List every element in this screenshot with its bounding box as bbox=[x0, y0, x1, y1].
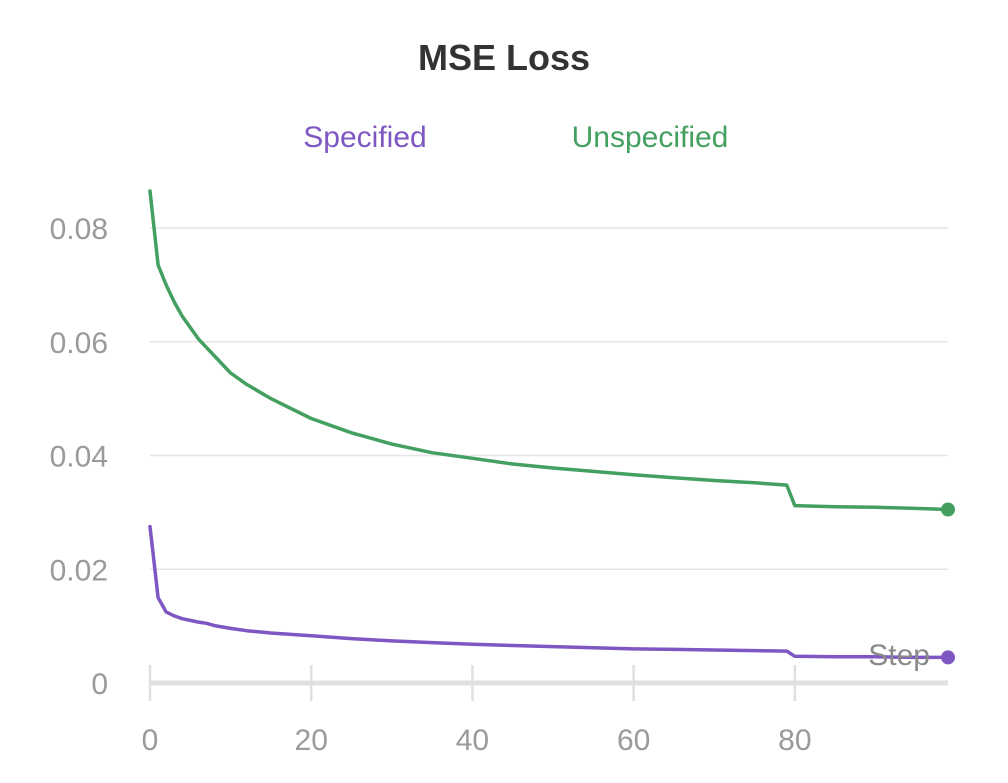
y-tick-label: 0.08 bbox=[50, 213, 108, 246]
legend-item-specified: Specified bbox=[303, 121, 426, 154]
series-line-unspecified bbox=[148, 189, 950, 512]
x-axis: 0 20 40 60 80 bbox=[142, 665, 948, 757]
y-tick-label: 0.04 bbox=[50, 441, 108, 474]
grid-lines bbox=[150, 227, 948, 570]
x-tick-label: 60 bbox=[617, 724, 650, 757]
x-tick-label: 20 bbox=[295, 724, 328, 757]
y-tick-label: 0 bbox=[91, 668, 108, 701]
series-end-point-unspecified bbox=[941, 502, 955, 517]
x-tick-label: 40 bbox=[456, 724, 489, 757]
y-tick-label: 0.02 bbox=[50, 554, 108, 587]
y-axis: 0 0.02 0.04 0.06 0.08 bbox=[50, 213, 108, 701]
series-group bbox=[148, 189, 955, 665]
y-tick-label: 0.06 bbox=[50, 327, 108, 360]
x-axis-label: Step bbox=[868, 639, 930, 672]
legend-item-unspecified: Unspecified bbox=[572, 121, 729, 154]
series-end-point-specified bbox=[941, 650, 955, 665]
x-tick-label: 0 bbox=[142, 724, 159, 757]
legend: Specified Unspecified bbox=[303, 121, 728, 154]
series-line-specified bbox=[148, 524, 950, 660]
x-tick-label: 80 bbox=[778, 724, 811, 757]
chart-title: MSE Loss bbox=[418, 37, 590, 78]
